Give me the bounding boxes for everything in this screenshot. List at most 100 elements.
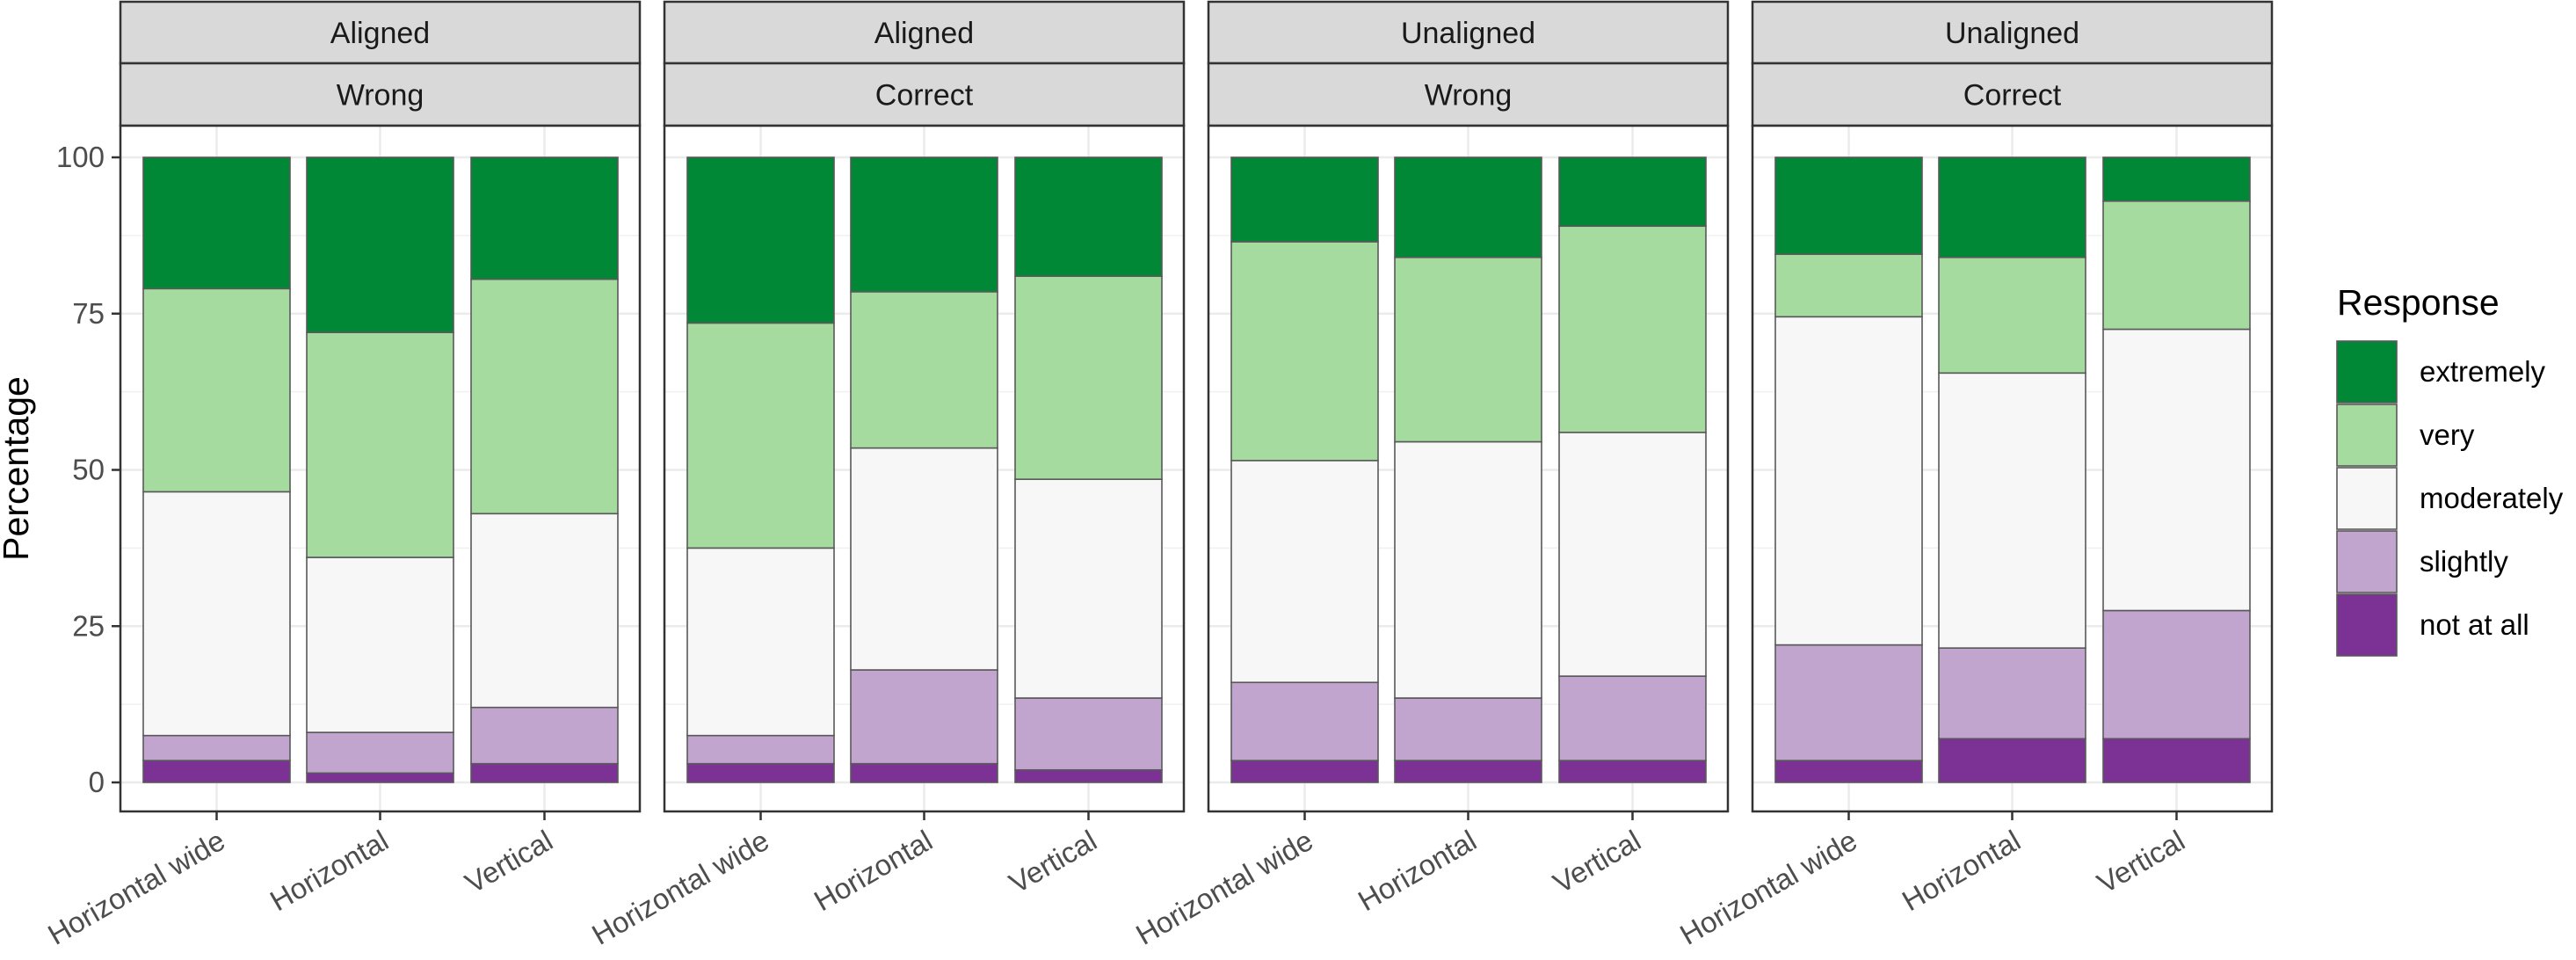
bar-segment-not-at-all — [306, 772, 454, 783]
chart-panels: Aligned Wrong Horizontal wide Horizontal Ver… — [42, 0, 2274, 951]
facet-strip-top-label: Unaligned — [1945, 17, 2079, 50]
x-tick-label: Vertical — [2092, 824, 2190, 899]
bar-segment-moderately — [1230, 460, 1379, 684]
facet-strip-bottom — [1207, 62, 1730, 127]
bar-segment-extremely — [686, 156, 835, 324]
bar-segment-very — [306, 331, 454, 558]
bar-segment-slightly — [1394, 697, 1542, 761]
legend-label: not at all — [2420, 608, 2529, 641]
x-tick-label: Horizontal — [809, 824, 938, 917]
bar-segment-not-at-all — [1394, 760, 1542, 783]
bar-segment-slightly — [306, 731, 454, 775]
bar-segment-not-at-all — [1230, 760, 1379, 783]
bar-segment-very — [470, 278, 619, 515]
bar-segment-slightly — [1558, 675, 1707, 761]
bar-segment-very — [1774, 253, 1923, 318]
x-tick-label: Horizontal wide — [586, 824, 774, 951]
x-tick-label: Vertical — [460, 824, 558, 899]
bar-segment-extremely — [142, 156, 291, 290]
bar-segment-slightly — [2102, 609, 2251, 740]
x-tick-label: Horizontal wide — [1130, 824, 1318, 951]
bar-segment-extremely — [850, 156, 998, 293]
bar-segment-very — [686, 322, 835, 549]
bar-segment-very — [1558, 225, 1707, 433]
bar-segment-not-at-all — [1014, 768, 1163, 783]
bar-segment-extremely — [2102, 156, 2251, 202]
facet-panel: Unaligned Wrong Horizontal wide Horizontal V… — [1130, 0, 1730, 951]
legend-label: very — [2420, 418, 2475, 451]
bar-segment-extremely — [1014, 156, 1163, 277]
bar-segment-very — [1394, 256, 1542, 443]
bar-segment-not-at-all — [850, 762, 998, 783]
bar-segment-moderately — [1938, 372, 2086, 649]
bar-segment-slightly — [1774, 644, 1923, 761]
bar-segment-slightly — [142, 734, 291, 761]
legend-key-extremely — [2336, 340, 2398, 404]
y-axis-title: Percentage — [0, 376, 36, 561]
facet-strip-top-label: Unaligned — [1401, 17, 1535, 50]
bar-segment-moderately — [1394, 440, 1542, 699]
bar-segment-extremely — [1230, 156, 1379, 243]
y-tick-label: 75 — [72, 297, 105, 330]
x-tick-label: Horizontal — [1897, 824, 2026, 917]
bar-segment-extremely — [470, 156, 619, 280]
facet-strip-top-label: Aligned — [330, 17, 430, 50]
x-tick-label: Horizontal — [1353, 824, 1482, 917]
bar-segment-very — [1230, 241, 1379, 462]
facet-strip-top — [1751, 0, 2274, 65]
bar-segment-not-at-all — [1558, 760, 1707, 783]
bar-segment-extremely — [1774, 156, 1923, 256]
bar-segment-moderately — [850, 447, 998, 671]
facet-panel: Aligned Correct Horizontal wide Horizontal V… — [586, 0, 1186, 951]
bar-segment-moderately — [2102, 328, 2251, 612]
bar-segment-very — [2102, 200, 2251, 331]
bar-segment-extremely — [1394, 156, 1542, 258]
facet-strip-bottom-label: Correct — [875, 79, 974, 113]
bar-segment-very — [1938, 256, 2086, 375]
legend-title: Response — [2337, 282, 2500, 323]
legend-key-slightly — [2336, 530, 2398, 593]
facet-strip-top — [663, 0, 1186, 65]
facet-strip-top-label: Aligned — [874, 17, 974, 50]
bar-segment-extremely — [1938, 156, 2086, 258]
legend-label: moderately — [2420, 482, 2564, 514]
legend-key-not-at-all — [2336, 593, 2398, 657]
bar-segment-extremely — [1558, 156, 1707, 228]
bar-segment-not-at-all — [686, 762, 835, 783]
facet-strip-bottom-label: Wrong — [1425, 79, 1513, 113]
bar-segment-very — [142, 287, 291, 493]
bar-segment-slightly — [1230, 681, 1379, 761]
legend-key-very — [2336, 404, 2398, 467]
bar-segment-slightly — [1938, 647, 2086, 740]
bar-segment-very — [850, 291, 998, 449]
y-axis: 0 25 50 75 100 — [56, 141, 120, 798]
bar-segment-moderately — [306, 556, 454, 733]
facet-strip-bottom — [119, 62, 642, 127]
bar-segment-not-at-all — [142, 760, 291, 783]
facet-strip-top — [119, 0, 642, 65]
x-tick-label: Horizontal wide — [42, 824, 230, 951]
bar-segment-slightly — [686, 734, 835, 765]
bar-segment-moderately — [686, 547, 835, 737]
bar-segment-not-at-all — [1774, 760, 1923, 783]
legend: Response extremely very moderately slightly n… — [2336, 282, 2564, 657]
legend-label: extremely — [2420, 355, 2546, 388]
legend-label: slightly — [2420, 545, 2508, 578]
bar-segment-moderately — [1014, 478, 1163, 699]
bar-segment-extremely — [306, 156, 454, 333]
bar-segment-moderately — [1774, 316, 1923, 646]
bar-segment-very — [1014, 275, 1163, 480]
facet-strip-bottom-label: Correct — [1963, 79, 2062, 113]
bar-segment-not-at-all — [1938, 738, 2086, 783]
x-tick-label: Vertical — [1004, 824, 1102, 899]
bar-segment-not-at-all — [2102, 738, 2251, 783]
bar-segment-slightly — [1014, 697, 1163, 771]
bar-segment-not-at-all — [470, 762, 619, 783]
y-tick-label: 100 — [56, 141, 105, 173]
facet-strip-bottom-label: Wrong — [337, 79, 424, 113]
bar-segment-moderately — [470, 513, 619, 709]
y-tick-label: 50 — [72, 454, 105, 486]
x-tick-label: Horizontal wide — [1674, 824, 1862, 951]
facet-strip-bottom — [1751, 62, 2274, 127]
